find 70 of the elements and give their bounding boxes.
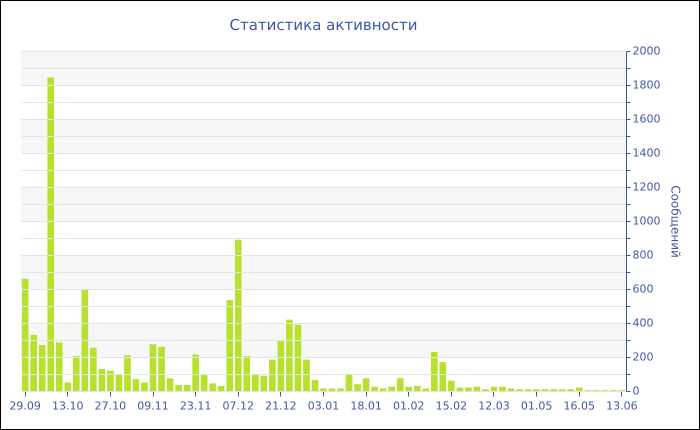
bar	[47, 77, 54, 391]
bar	[166, 378, 174, 391]
y-tick-label: 1200	[632, 180, 660, 194]
y-tick-label: 600	[632, 282, 654, 296]
bar	[209, 383, 216, 391]
x-tick-label: 27.10	[94, 400, 126, 412]
x-tick-label: 18.01	[350, 400, 382, 412]
bar	[456, 388, 464, 391]
bar	[354, 384, 361, 391]
x-tick-label: 09.11	[137, 400, 169, 412]
bar	[22, 278, 28, 391]
y-tick-label: 200	[632, 350, 654, 364]
bar	[184, 385, 190, 391]
bar	[414, 386, 421, 391]
x-tick-label: 01.02	[392, 400, 424, 412]
bar	[405, 386, 412, 391]
bar	[396, 378, 404, 391]
y-tick-label: 800	[632, 248, 654, 262]
x-tick-label: 03.01	[308, 400, 340, 412]
y-tick-label: 2000	[632, 44, 660, 58]
bar	[430, 352, 438, 391]
y-tick-label: 1800	[632, 78, 660, 92]
bar	[465, 388, 472, 391]
bar	[30, 334, 38, 391]
x-tick-label: 29.09	[9, 400, 41, 412]
bar	[422, 388, 430, 391]
x-tick-label: 12.03	[478, 400, 510, 412]
x-tick-label: 07.12	[222, 400, 254, 412]
bar	[218, 386, 225, 391]
bar	[98, 368, 106, 391]
y-tick-label: 1600	[632, 112, 660, 126]
bar	[82, 289, 88, 391]
y-tick-label: 400	[632, 316, 654, 330]
bar	[380, 388, 386, 391]
bar	[260, 376, 268, 391]
bar	[576, 388, 583, 391]
bar	[56, 342, 63, 391]
x-tick-label: 16.05	[563, 400, 595, 412]
y-tick-label: 1000	[632, 214, 660, 228]
x-tick-label: 01.05	[520, 400, 552, 412]
bar	[440, 362, 446, 391]
bar	[371, 386, 378, 391]
y-tick-label: 1400	[632, 146, 660, 160]
bar	[200, 374, 208, 391]
bar	[38, 345, 46, 391]
bar	[278, 340, 284, 391]
bar	[226, 300, 234, 391]
bar	[269, 360, 276, 391]
x-tick-label: 13.06	[606, 400, 638, 412]
bar	[243, 356, 250, 391]
bar	[388, 386, 396, 391]
y-axis-title: Сообщений	[668, 185, 682, 258]
bar	[175, 385, 182, 391]
bar	[234, 240, 242, 391]
bar	[192, 354, 199, 391]
bar	[474, 386, 480, 391]
x-tick-label: 23.11	[180, 400, 212, 412]
bar	[107, 370, 114, 391]
bar	[252, 374, 259, 391]
bar	[362, 378, 370, 391]
bar	[286, 320, 293, 391]
bar	[90, 348, 97, 391]
chart-title: Статистика активности	[230, 16, 418, 34]
y-tick-label: 0	[632, 384, 640, 398]
x-tick-label: 21.12	[265, 400, 297, 412]
bar	[64, 382, 72, 391]
bar	[448, 380, 455, 391]
bar	[72, 356, 80, 391]
x-tick-label: 15.02	[436, 400, 468, 412]
x-tick-label: 13.10	[52, 400, 84, 412]
